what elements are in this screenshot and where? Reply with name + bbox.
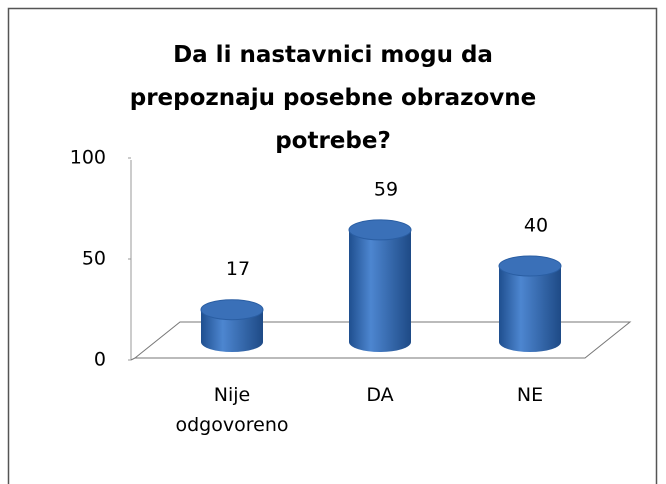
cylinder-body	[201, 309, 263, 352]
cylinder-body	[499, 266, 561, 352]
y-tick-label: 50	[82, 248, 106, 270]
y-tick-label: 100	[70, 147, 106, 169]
value-label: 59	[374, 178, 398, 200]
bar	[348, 219, 412, 352]
value-label: 17	[226, 258, 250, 280]
cylinder-body	[349, 229, 411, 352]
cylinder-top	[200, 299, 264, 321]
cylinder-top	[348, 219, 412, 241]
floor-edge	[130, 357, 136, 361]
x-tick-label: NE	[516, 384, 544, 406]
x-tick-label: Nije odgovoreno	[175, 384, 289, 436]
x-tick-label: DA	[366, 384, 394, 406]
value-label: 40	[524, 215, 548, 237]
chart-title: Da li nastavnici mogu da prepoznaju pose…	[129, 42, 537, 154]
cylinder-top	[498, 255, 562, 277]
bar	[498, 255, 562, 352]
bar	[200, 299, 264, 352]
y-tick-label: 0	[94, 349, 106, 371]
chart-border	[7, 7, 658, 484]
